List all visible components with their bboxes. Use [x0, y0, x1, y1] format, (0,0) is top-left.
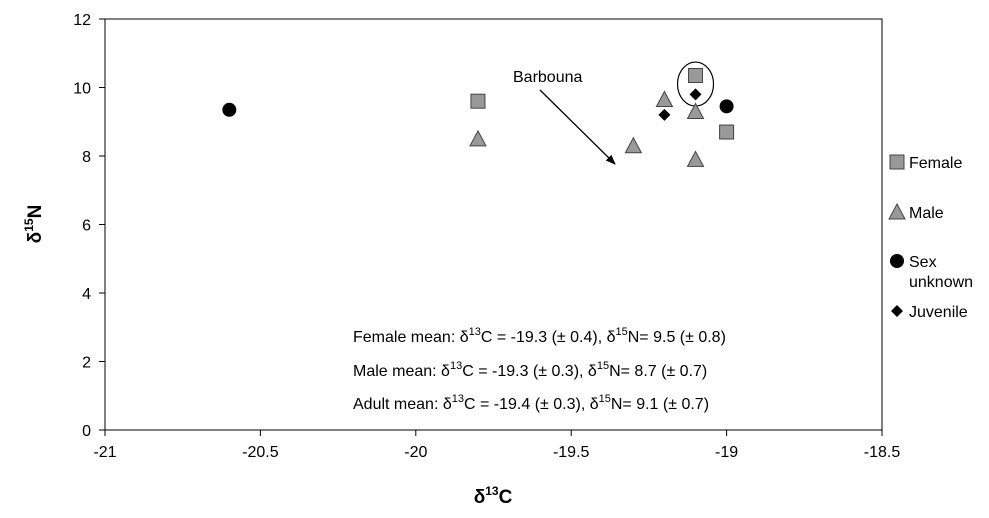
x-tick-label: -20: [404, 444, 427, 461]
data-points: [222, 68, 735, 167]
stat-segment: N= 8.7 (± 0.7): [609, 363, 707, 380]
male-point: [686, 150, 705, 167]
legend-label-male: Male: [909, 205, 944, 222]
stat-segment: Adult mean: δ: [353, 396, 452, 413]
stat-line: Adult mean: δ13C = -19.4 (± 0.3), δ15N= …: [353, 393, 709, 413]
stat-segment: 15: [616, 326, 628, 338]
stat-segment: C = -19.4 (± 0.3), δ: [464, 396, 599, 413]
female-point: [719, 124, 735, 140]
legend-label-line: Juvenile: [909, 304, 968, 321]
y-tick-label: 12: [73, 12, 91, 29]
male-point: [686, 102, 705, 119]
x-axis-title: δ13C: [474, 484, 513, 508]
legend-marker-female: [889, 154, 905, 170]
y-tick-label: 6: [82, 218, 91, 235]
male-point: [655, 90, 674, 107]
sex-unknown-point: [719, 99, 734, 114]
barbouna-label: Barbouna: [513, 69, 582, 86]
y-axis: 0 2 4 6 8 10 12: [73, 12, 105, 440]
stat-segment: 15: [599, 393, 611, 405]
x-tick-label: -20.5: [242, 444, 279, 461]
x-tick-label: -18.5: [864, 444, 901, 461]
stat-segment: C = -19.3 (± 0.4), δ: [481, 329, 616, 346]
legend-label-line: Male: [909, 205, 944, 222]
sex-unknown-point: [222, 102, 237, 117]
stat-segment: N= 9.1 (± 0.7): [611, 396, 709, 413]
x-axis-title-element: C: [499, 487, 513, 508]
stat-segment: Male mean: δ: [353, 363, 450, 380]
y-tick-label: 4: [82, 286, 91, 303]
y-tick-label: 10: [73, 81, 91, 98]
legend: Female Male Sex unknown Juvenile: [888, 154, 973, 321]
legend-label-line: unknown: [909, 274, 973, 291]
stat-segment: N= 9.5 (± 0.8): [628, 329, 726, 346]
y-axis-title-sup: 15: [22, 218, 36, 232]
x-tick-label: -19.5: [553, 444, 590, 461]
legend-marker-juvenile: [891, 305, 903, 317]
y-tick-label: 2: [82, 355, 91, 372]
stat-segment: C = -19.3 (± 0.3), δ: [462, 363, 597, 380]
y-tick-label: 0: [82, 423, 91, 440]
x-axis: -21 -20.5 -20 -19.5 -19 -18.5: [93, 430, 900, 461]
stat-segment: 13: [469, 326, 481, 338]
female-point: [688, 68, 704, 84]
stat-segment: Female mean: δ: [353, 329, 469, 346]
legend-marker-male: [888, 202, 906, 220]
legend-label-female: Female: [909, 155, 962, 172]
y-axis-title-symbol: δ: [25, 232, 46, 244]
stat-line: Male mean: δ13C = -19.3 (± 0.3), δ15N= 8…: [353, 360, 707, 380]
y-axis-title-element: N: [25, 205, 46, 219]
legend-label-line: Female: [909, 155, 962, 172]
stat-segment: 13: [450, 360, 462, 372]
legend-label-juvenile: Juvenile: [909, 304, 968, 321]
legend-label-line: Sex: [909, 254, 937, 271]
y-axis-title: δ15N: [22, 205, 46, 244]
summary-statistics: Female mean: δ13C = -19.3 (± 0.4), δ15N=…: [353, 326, 726, 413]
x-axis-title-symbol: δ: [474, 487, 486, 508]
stat-line: Female mean: δ13C = -19.3 (± 0.4), δ15N=…: [353, 326, 726, 346]
x-axis-title-sup: 13: [485, 484, 499, 498]
stat-segment: 13: [452, 393, 464, 405]
barbouna-arrow: [539, 89, 616, 165]
x-tick-label: -21: [93, 444, 116, 461]
male-point: [624, 136, 643, 154]
x-tick-label: -19: [715, 444, 738, 461]
female-point: [470, 93, 486, 109]
juvenile-point: [658, 108, 671, 121]
legend-label-sex-unknown: Sex unknown: [909, 254, 973, 291]
juvenile-point: [689, 88, 702, 101]
stat-segment: 15: [597, 360, 609, 372]
y-tick-label: 8: [82, 149, 91, 166]
male-point: [469, 129, 487, 147]
legend-marker-sex-unknown: [890, 254, 904, 268]
plot-area: [104, 18, 883, 431]
